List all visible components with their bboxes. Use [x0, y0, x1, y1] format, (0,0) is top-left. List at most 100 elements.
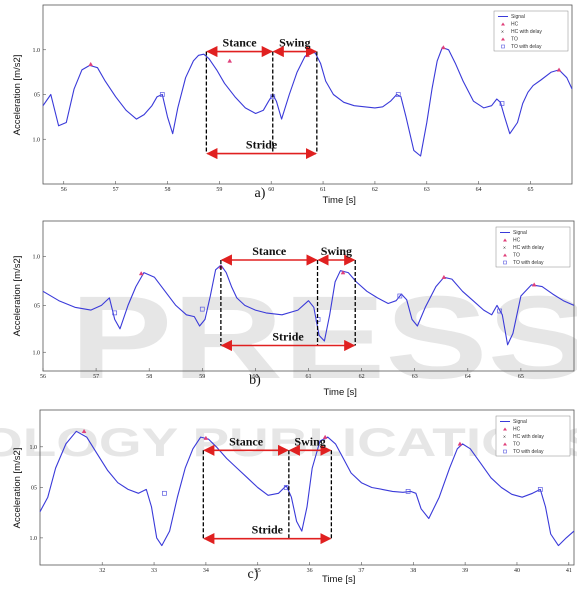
y-tick-label: 1.0 [33, 255, 41, 261]
swing-label: Swing [279, 36, 310, 50]
legend-label: HC with delay [513, 434, 544, 440]
x-tick-label: 32 [99, 568, 105, 574]
signal-line [42, 46, 573, 157]
x-axis-label: Time [s] [324, 387, 357, 398]
hc-marker [340, 270, 346, 275]
x-tick-label: 56 [40, 374, 46, 380]
to-marker [199, 306, 205, 312]
legend-label: HC with delay [511, 29, 542, 35]
x-tick-label: 63 [424, 187, 430, 193]
hc-marker [441, 45, 446, 50]
legend-label: TO [513, 442, 520, 448]
hc-marker [88, 61, 94, 66]
to-marker [397, 293, 403, 299]
x-tick-label: 64 [465, 374, 471, 380]
x-tick-label: 40 [514, 568, 520, 574]
legend-swatch-hc-delay: × [503, 435, 506, 441]
x-tick-label: 61 [320, 187, 326, 193]
panel-a: 56 57 58 59 60 61 62 63 64 65 1.0 05 1.0 Stance Swing S… [12, 4, 573, 206]
legend-swatch-hc-delay: × [501, 30, 504, 36]
x-tick-label: 57 [93, 374, 99, 380]
subfigure-label: c) [248, 567, 259, 582]
legend-swatch-hc [501, 22, 505, 26]
hc-marker [138, 271, 144, 276]
swing-label: Swing [294, 434, 325, 448]
hc-marker [203, 435, 209, 440]
stride-label: Stride [252, 523, 284, 537]
legend-swatch-hc [503, 442, 507, 446]
hc-marker [441, 274, 447, 279]
legend-swatch-to [503, 449, 507, 454]
watermark-top: PRESS [70, 272, 577, 404]
legend-swatch-hc [503, 238, 507, 242]
y-tick-label: 1.0 [33, 137, 41, 143]
legend-swatch-hc [501, 37, 505, 41]
x-tick-label: 65 [518, 374, 524, 380]
legend-label: Signal [511, 14, 525, 20]
stride-label: Stride [246, 138, 278, 152]
hc-marker [531, 282, 537, 287]
legend-label: HC [513, 427, 521, 433]
legend-label: TO [511, 37, 518, 43]
x-tick-label: 34 [203, 568, 209, 574]
legend-label: TO with delay [513, 260, 544, 266]
stride-label: Stride [272, 330, 304, 344]
hc-marker [556, 67, 562, 72]
legend-swatch-to [503, 260, 507, 265]
to-marker [112, 310, 118, 316]
legend-box [495, 226, 571, 268]
plot-frame [42, 4, 573, 185]
panel-b: 56 57 58 59 60 61 62 63 64 65 1.0 05 1.0 Stance Swing S… [12, 220, 575, 398]
legend-box [493, 10, 569, 52]
y-tick-label: 1.0 [30, 536, 38, 542]
x-tick-label: 62 [359, 374, 365, 380]
stance-label: Stance [229, 434, 264, 448]
legend-label: HC [513, 238, 521, 244]
legend-swatch-hc-delay: × [503, 246, 506, 252]
y-tick-label: 05 [34, 303, 40, 309]
x-axis-label: Time [s] [322, 574, 355, 585]
x-tick-label: 61 [306, 374, 312, 380]
x-tick-label: 60 [268, 187, 274, 193]
hc-marker [227, 58, 233, 63]
signal-line [42, 264, 575, 346]
legend-swatch-to [501, 44, 505, 49]
stance-label: Stance [252, 244, 287, 258]
x-tick-label: 33 [151, 568, 157, 574]
x-axis-label: Time [s] [323, 195, 356, 206]
y-tick-label: 1.0 [33, 48, 41, 54]
x-tick-label: 36 [307, 568, 313, 574]
to-marker [162, 490, 167, 496]
x-tick-label: 63 [412, 374, 418, 380]
y-tick-label: 1.0 [30, 445, 38, 451]
legend-label: HC with delay [513, 245, 544, 251]
y-tick-label: 1.0 [33, 350, 41, 356]
y-axis-label: Acceleration [m/s2] [12, 55, 23, 136]
legend-swatch-hc [503, 427, 507, 431]
to-marker [159, 92, 165, 97]
x-tick-label: 59 [216, 187, 222, 193]
to-marker [497, 308, 503, 314]
x-tick-label: 35 [255, 568, 261, 574]
x-tick-label: 58 [164, 187, 170, 193]
to-marker [405, 489, 411, 494]
to-marker [499, 101, 505, 106]
legend-label: Signal [513, 419, 527, 425]
legend-label: HC [511, 22, 519, 28]
subfigure-label: b) [249, 373, 261, 388]
legend-box [495, 415, 571, 457]
x-tick-label: 65 [528, 187, 534, 193]
y-tick-label: 05 [34, 93, 40, 99]
legend-label: Signal [513, 230, 527, 236]
x-tick-label: 59 [199, 374, 205, 380]
x-tick-label: 62 [372, 187, 378, 193]
x-tick-label: 58 [146, 374, 152, 380]
subfigure-label: a) [255, 186, 266, 201]
hc-marker [81, 428, 87, 434]
x-tick-label: 56 [61, 187, 67, 193]
stance-label: Stance [223, 36, 258, 50]
x-tick-label: 39 [462, 568, 468, 574]
x-tick-label: 38 [410, 568, 416, 574]
